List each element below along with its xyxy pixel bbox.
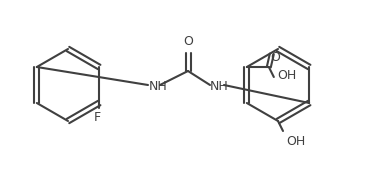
Text: F: F xyxy=(94,111,101,124)
Text: O: O xyxy=(183,35,193,48)
Text: NH: NH xyxy=(149,80,168,93)
Text: NH: NH xyxy=(210,80,229,93)
Text: OH: OH xyxy=(277,69,296,82)
Text: O: O xyxy=(270,51,280,64)
Text: OH: OH xyxy=(286,135,305,148)
